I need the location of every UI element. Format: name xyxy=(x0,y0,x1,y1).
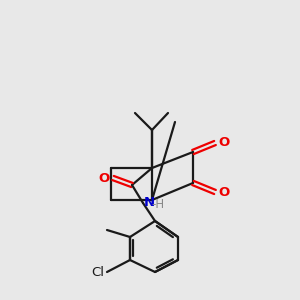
Text: Cl: Cl xyxy=(91,266,104,278)
Text: O: O xyxy=(218,185,229,199)
Text: -H: -H xyxy=(151,197,164,211)
Text: N: N xyxy=(144,196,155,209)
Text: O: O xyxy=(99,172,110,184)
Text: O: O xyxy=(218,136,229,149)
